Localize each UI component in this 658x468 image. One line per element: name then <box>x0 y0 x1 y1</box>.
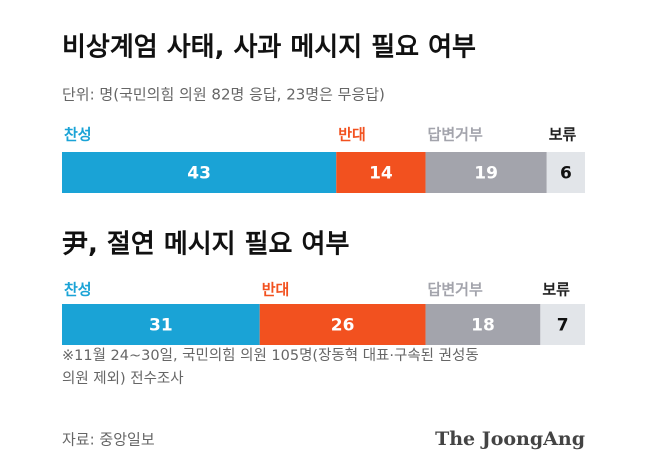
bar-segment <box>336 152 426 193</box>
legend-label: 보류 <box>542 281 570 299</box>
footnote: ※11월 24~30일, 국민의힘 의원 105명(장동혁 대표·구속된 권성동… <box>62 348 479 387</box>
source: 자료: 중앙일보 <box>62 431 155 449</box>
value-label: 19 <box>474 164 498 184</box>
value-label: 18 <box>471 316 495 336</box>
legend-label: 찬성 <box>64 126 92 144</box>
value-label: 6 <box>560 164 572 184</box>
brand-logo: The JoongAng <box>435 428 585 450</box>
legend-label: 답변거부 <box>428 126 483 144</box>
legend-label: 반대 <box>262 281 290 299</box>
bar-segment <box>540 304 585 345</box>
value-label: 31 <box>149 316 173 336</box>
bar-segment <box>259 304 426 345</box>
value-label: 26 <box>331 316 355 336</box>
chart-title: 尹, 절연 메시지 필요 여부 <box>62 230 349 260</box>
value-label: 14 <box>369 164 393 184</box>
bar-segment <box>425 304 541 345</box>
legend-label: 보류 <box>549 126 577 144</box>
subtitle: 단위: 명(국민의힘 의원 82명 응답, 23명은 무응답) <box>62 86 385 104</box>
bar-segment <box>62 152 337 193</box>
value-label: 43 <box>187 164 211 184</box>
legend-label: 반대 <box>338 126 366 144</box>
bar-segment <box>425 152 547 193</box>
legend-label: 찬성 <box>64 281 92 299</box>
bar-segment <box>62 304 260 345</box>
chart-title: 비상계엄 사태, 사과 메시지 필요 여부 <box>62 33 476 63</box>
bar-segment <box>546 152 585 193</box>
legend-label: 답변거부 <box>428 281 483 299</box>
value-label: 7 <box>557 316 569 336</box>
